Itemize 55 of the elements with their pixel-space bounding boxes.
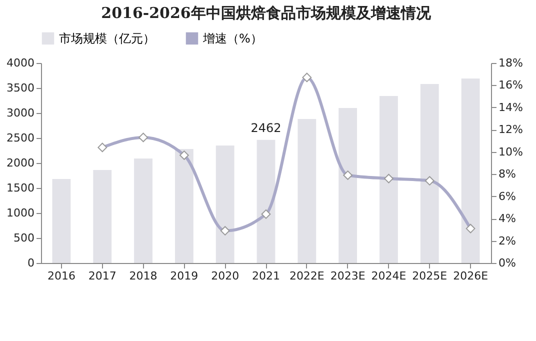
y-tick-label: 0 <box>28 256 34 270</box>
x-tick-label: 2021 <box>252 270 280 282</box>
point <box>138 132 148 142</box>
point <box>302 72 312 82</box>
y2-tick-label: 16% <box>498 78 523 92</box>
bar <box>298 119 316 263</box>
legend-label: 市场规模（亿元） <box>59 31 155 46</box>
bar <box>174 149 194 263</box>
y2-tick-label: 18% <box>498 56 523 70</box>
x-tick-label: 2018 <box>129 270 158 282</box>
y-tick-label: 1500 <box>6 182 34 194</box>
x-tick-label: 2020 <box>211 270 240 282</box>
point <box>180 150 189 160</box>
bar <box>52 179 71 263</box>
x-tick-label: 2025E <box>412 270 448 282</box>
chart-title: 2016-2026年中国烘焙食品市场规模及增速情况 <box>101 4 432 22</box>
data-label: 2462 <box>250 120 282 135</box>
x-tick-label: 2019 <box>170 270 198 282</box>
y-tick-label: 500 <box>14 232 34 244</box>
y2-tick-label: 12% <box>498 123 523 136</box>
y2-tick-label: 6% <box>498 190 516 203</box>
y-tick-label: 3500 <box>6 82 34 94</box>
point <box>384 174 394 184</box>
bar <box>338 108 358 263</box>
point <box>424 176 434 186</box>
y-tick-label: 2500 <box>6 132 34 144</box>
y2-tick-label: 14% <box>498 100 523 114</box>
x-tick-label: 2024E <box>371 270 406 282</box>
y-tick-label: 2000 <box>6 156 34 170</box>
y-tick-label: 3000 <box>6 106 34 120</box>
y2-tick-label: 4% <box>498 212 516 226</box>
x-tick-label: 2017 <box>88 270 116 282</box>
point <box>343 170 352 180</box>
bar <box>380 96 398 263</box>
bar <box>461 78 480 263</box>
y2-tick-label: 2% <box>498 234 516 248</box>
bar <box>93 170 112 263</box>
y2-tick-label: 10% <box>498 145 523 158</box>
y-tick-label: 4000 <box>6 56 34 70</box>
x-tick-label: 2023E <box>330 270 366 282</box>
bar <box>256 140 276 263</box>
x-tick-label: 2026E <box>453 270 488 282</box>
point <box>261 209 271 219</box>
x-tick-label: 2016 <box>47 270 76 282</box>
bar <box>216 146 234 263</box>
bar <box>420 84 439 263</box>
point <box>98 142 108 152</box>
y2-tick-label: 0% <box>498 256 516 270</box>
y2-tick-label: 8% <box>498 168 516 181</box>
bar <box>134 158 152 263</box>
point <box>220 226 230 236</box>
x-tick-label: 2022E <box>289 270 324 282</box>
legend-label: 增速（%） <box>202 31 262 46</box>
point <box>466 224 476 234</box>
y-tick-label: 1000 <box>6 206 34 220</box>
